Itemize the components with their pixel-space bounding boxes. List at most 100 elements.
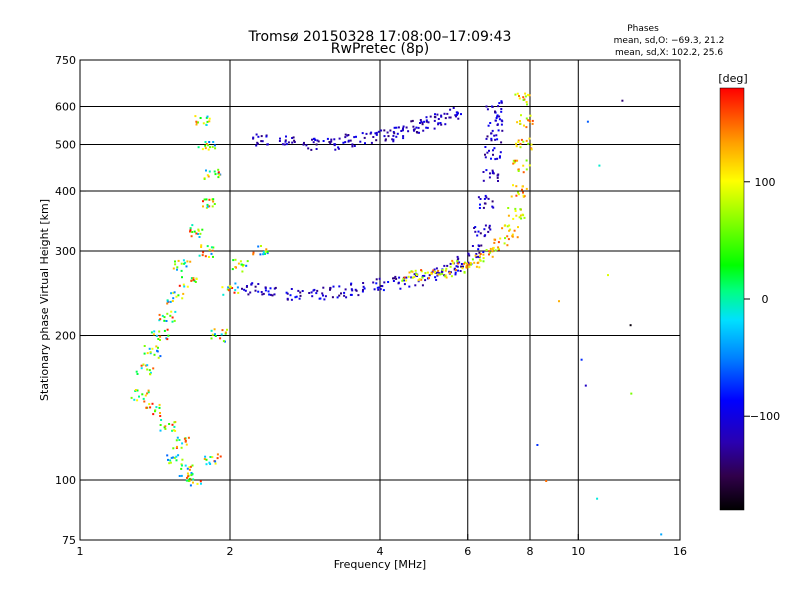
data-point [246,285,248,287]
data-point [438,272,441,275]
data-point [403,276,406,279]
data-point [193,279,196,282]
data-point [494,249,497,252]
data-point [448,271,451,274]
data-point [528,120,531,122]
data-point [149,351,152,354]
data-point [467,252,470,255]
data-point [322,140,325,142]
data-point [343,291,346,294]
data-point [231,287,234,289]
data-point [496,157,499,160]
data-point [441,272,444,275]
data-point [145,406,148,409]
data-point [228,285,231,288]
data-point [212,198,215,201]
data-point [210,252,213,255]
data-point [449,108,452,111]
data-point [279,137,281,140]
data-point [217,172,220,175]
data-point [490,137,493,140]
data-point [415,126,418,129]
data-point [475,256,478,259]
data-point [362,288,364,291]
data-point [382,289,385,292]
data-point [491,169,494,172]
data-point [202,200,204,203]
data-point [523,195,526,198]
data-point [344,133,347,136]
data-point [463,262,466,265]
data-point [483,228,486,231]
data-point [314,139,317,141]
data-point [160,419,163,421]
data-point [383,281,386,284]
data-point [468,254,471,257]
data-point [174,260,176,263]
data-point [185,265,188,268]
data-point [425,126,428,129]
data-point [198,236,201,238]
data-point [166,454,169,457]
data-point [192,481,194,484]
data-point [441,269,444,271]
data-point [411,119,414,122]
data-point [158,319,161,322]
data-point [158,403,161,406]
data-point [214,333,216,336]
data-point [359,140,362,143]
data-point [207,175,210,178]
data-point [378,277,381,280]
data-point [191,473,194,475]
colorbar-ticks: 100 0 −100 [744,176,780,423]
data-point [469,262,472,264]
data-point [478,266,481,269]
data-point [204,141,207,143]
data-point [226,288,229,291]
data-point [445,276,448,279]
data-point [247,293,250,296]
data-point [188,468,191,471]
data-point [375,139,378,142]
data-point [465,264,468,267]
data-point [490,132,493,135]
data-point [209,456,212,458]
data-point [488,149,490,152]
data-point [303,141,305,144]
data-point [487,124,490,127]
data-point [491,250,494,253]
data-point [455,111,458,114]
data-point [525,117,528,120]
data-point [350,282,353,285]
data-point [522,164,525,167]
data-point [148,347,151,350]
data-point [421,123,424,126]
data-point [176,445,178,448]
data-point [241,270,244,273]
data-point [499,151,502,154]
data-point [391,138,394,141]
data-point [440,270,443,273]
data-point [227,286,230,289]
data-point [155,406,158,409]
data-point [519,146,522,149]
data-point [191,464,194,467]
data-point [496,138,499,141]
data-point [207,148,210,151]
data-point [449,116,452,119]
data-point [349,139,352,142]
data-point [265,135,268,138]
data-point [208,117,211,120]
data-point [512,162,515,165]
data-point [493,241,496,244]
data-point [414,269,417,272]
data-point [489,247,492,250]
data-point [525,168,528,171]
data-point [175,295,178,298]
data-point [440,114,443,117]
data-point [387,135,390,138]
data-point [201,148,204,151]
data-point [206,120,209,123]
data-point [329,288,331,291]
data-point [347,134,350,136]
